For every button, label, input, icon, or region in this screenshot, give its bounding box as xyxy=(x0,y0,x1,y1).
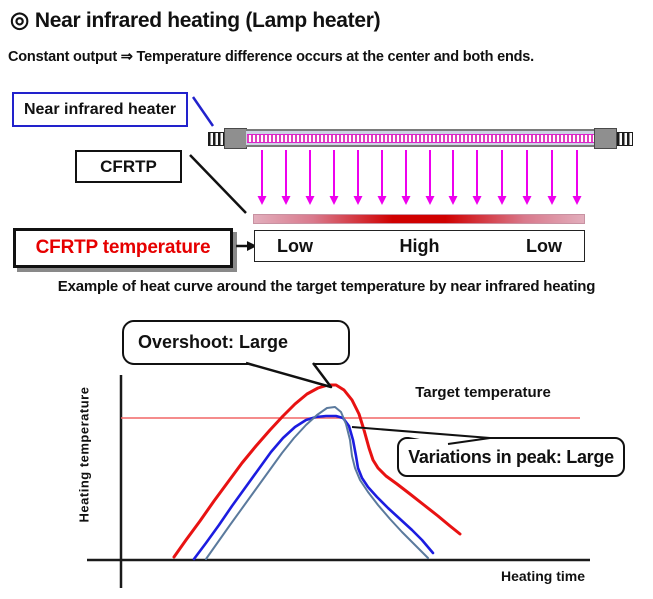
near-infrared-heater-label: Near infrared heater xyxy=(23,100,177,118)
cfrtp-temperature-label-box: CFRTP temperature xyxy=(13,228,233,268)
x-axis-label: Heating time xyxy=(500,568,585,584)
heater-lamp-tube xyxy=(246,129,595,147)
heater-thread-right xyxy=(617,132,633,146)
heater-end-block-right xyxy=(594,128,617,149)
page-title-text: Near infrared heating (Lamp heater) xyxy=(34,9,381,32)
page-title: ◎ Near infrared heating (Lamp heater) xyxy=(10,7,381,33)
heater-end-block-left xyxy=(224,128,247,149)
variations-callout: Variations in peak: Large xyxy=(397,437,625,477)
cfrtp-temperature-label: CFRTP temperature xyxy=(35,237,211,258)
cfrtp-heated-bar xyxy=(253,214,585,224)
scale-low-right: Low xyxy=(526,235,562,256)
bullseye-icon: ◎ xyxy=(10,7,29,32)
heater-arrows xyxy=(257,150,582,205)
cfrtp-connector-line xyxy=(189,154,247,214)
subtitle: Constant output ⇒ Temperature difference… xyxy=(8,49,535,65)
heat-curve-gray xyxy=(205,406,429,560)
overshoot-callout-text: Overshoot: Large xyxy=(138,332,289,352)
lamp-filament-pattern xyxy=(247,134,594,143)
target-temperature-label: Target temperature xyxy=(415,384,551,401)
variations-callout-text: Variations in peak: Large xyxy=(408,446,614,467)
cfrtp-label-box: CFRTP xyxy=(75,150,182,183)
overshoot-callout-tail xyxy=(245,361,333,389)
scale-high-center: High xyxy=(399,235,440,256)
near-infrared-heater-label-box: Near infrared heater xyxy=(12,92,188,127)
heat-curve-blue xyxy=(192,414,435,561)
heater-thread-left xyxy=(208,132,225,146)
chart-caption: Example of heat curve around the target … xyxy=(57,278,596,295)
heater-connector-line xyxy=(191,96,215,127)
cfrtp-label: CFRTP xyxy=(100,156,157,176)
temperature-scale-box: Low High Low xyxy=(254,230,585,262)
overshoot-callout: Overshoot: Large xyxy=(122,320,350,365)
y-axis-label: Heating temperature xyxy=(76,386,92,523)
scale-low-left: Low xyxy=(277,235,313,256)
